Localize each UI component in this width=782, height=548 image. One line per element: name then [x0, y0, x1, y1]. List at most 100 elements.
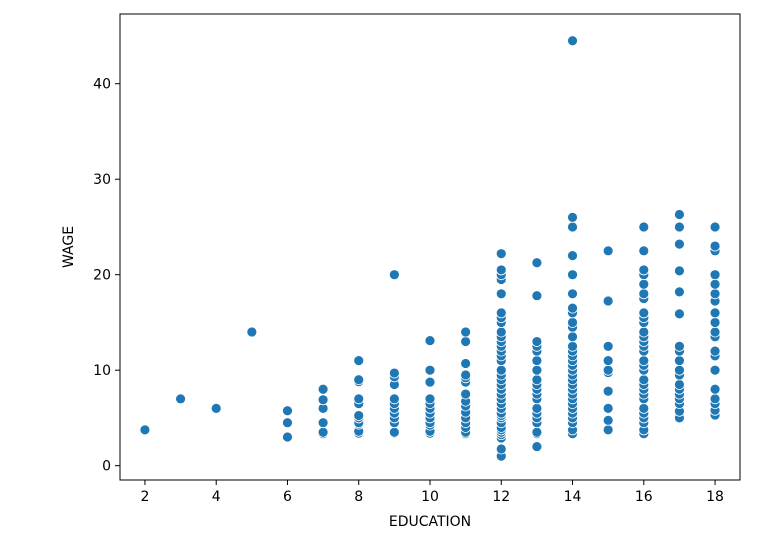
data-point — [674, 265, 685, 277]
data-point — [495, 307, 507, 319]
data-point — [317, 383, 329, 395]
data-point — [602, 355, 614, 367]
data-point — [709, 221, 721, 233]
data-point — [495, 248, 507, 260]
x-tick-label: 16 — [635, 489, 653, 505]
data-point — [567, 331, 578, 343]
data-point — [709, 278, 721, 290]
data-point — [567, 250, 578, 261]
data-point — [531, 426, 543, 438]
x-tick-label: 18 — [706, 489, 724, 505]
data-point — [531, 364, 543, 376]
data-point — [567, 211, 578, 223]
data-point — [602, 385, 614, 397]
data-point — [282, 405, 293, 417]
data-point — [602, 295, 614, 307]
data-point — [495, 288, 507, 300]
data-point — [709, 269, 721, 281]
data-point — [674, 238, 685, 250]
data-point — [388, 367, 400, 379]
x-tick-label: 10 — [421, 489, 439, 505]
data-point — [674, 364, 685, 376]
data-point — [460, 326, 472, 338]
y-tick-label: 30 — [93, 172, 111, 188]
data-point — [674, 379, 685, 390]
data-point — [709, 326, 721, 338]
data-point — [709, 393, 721, 405]
data-point — [709, 364, 721, 376]
data-point — [709, 317, 721, 328]
data-point — [460, 369, 472, 381]
data-point — [317, 426, 329, 438]
data-point — [567, 221, 578, 233]
y-tick-label: 0 — [102, 459, 111, 475]
data-point — [531, 257, 543, 269]
x-tick-label: 2 — [140, 489, 149, 505]
data-point — [388, 393, 400, 405]
data-point — [638, 326, 650, 338]
data-point — [424, 376, 436, 388]
data-point — [353, 355, 365, 367]
x-tick-label: 14 — [564, 489, 582, 505]
data-point — [709, 345, 721, 357]
data-point — [638, 288, 650, 300]
data-point — [424, 393, 436, 405]
data-point — [460, 388, 472, 400]
data-point — [531, 336, 543, 347]
data-point — [638, 245, 650, 257]
data-point — [495, 443, 507, 455]
x-tick-label: 4 — [212, 489, 221, 505]
data-point — [282, 417, 293, 429]
data-point — [674, 340, 685, 352]
y-tick-label: 40 — [93, 77, 111, 93]
y-axis: 0 10 20 30 40 — [93, 77, 120, 475]
data-point — [210, 402, 222, 414]
x-axis: 2 4 6 8 10 12 14 16 18 — [140, 480, 724, 505]
x-tick-label: 8 — [354, 489, 363, 505]
data-point — [495, 326, 507, 338]
data-point — [709, 307, 721, 319]
y-axis-label: WAGE — [61, 226, 77, 268]
data-point — [460, 336, 472, 347]
data-point — [567, 340, 578, 352]
data-point — [495, 364, 507, 376]
data-point — [353, 374, 365, 386]
data-point — [246, 326, 258, 338]
data-point — [175, 393, 186, 405]
data-point — [388, 426, 400, 438]
data-point — [495, 264, 507, 276]
data-point — [638, 374, 650, 386]
data-point — [567, 269, 578, 281]
data-point — [709, 383, 721, 395]
data-point — [602, 414, 614, 426]
data-point — [674, 209, 685, 220]
y-tick-label: 10 — [93, 363, 111, 379]
data-point — [602, 424, 614, 436]
data-point — [531, 402, 543, 414]
points-layer — [139, 35, 721, 462]
data-point — [709, 240, 721, 252]
data-point — [602, 364, 614, 376]
data-point — [531, 441, 543, 452]
data-point — [638, 402, 650, 414]
x-tick-label: 12 — [492, 489, 510, 505]
data-point — [567, 35, 578, 47]
data-point — [602, 340, 614, 352]
data-point — [460, 358, 472, 369]
x-axis-label: EDUCATION — [389, 514, 471, 530]
x-tick-label: 6 — [283, 489, 292, 505]
data-point — [424, 364, 436, 376]
data-point — [709, 288, 721, 300]
data-point — [638, 221, 650, 233]
data-point — [674, 355, 685, 367]
data-point — [531, 374, 543, 386]
data-point — [674, 308, 685, 320]
data-point — [674, 221, 685, 233]
data-point — [282, 431, 293, 443]
data-point — [602, 402, 614, 414]
data-point — [317, 417, 329, 429]
data-point — [388, 269, 400, 281]
y-tick-label: 20 — [93, 268, 111, 284]
data-point — [567, 288, 578, 300]
